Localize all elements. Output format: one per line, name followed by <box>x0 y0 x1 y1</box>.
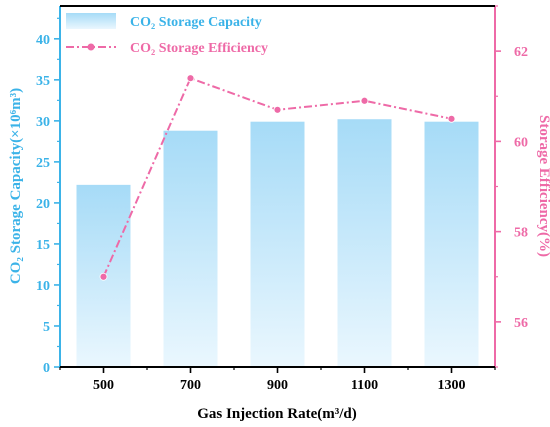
right-tick-label: 62 <box>514 45 528 60</box>
efficiency-point-1100 <box>360 96 369 105</box>
bar-900 <box>250 121 305 368</box>
left-tick-label: 10 <box>36 279 50 294</box>
left-tick-label: 0 <box>43 361 50 376</box>
left-tick-label: 40 <box>36 33 50 48</box>
left-tick-label: 20 <box>36 197 50 212</box>
left-tick-label: 15 <box>36 238 50 253</box>
bar-series <box>76 119 479 368</box>
efficiency-point-900 <box>273 105 282 114</box>
legend-label-line: CO₂ Storage Efficiency <box>130 41 268 56</box>
category-label: 500 <box>93 378 114 393</box>
legend-marker-line <box>87 43 95 51</box>
category-label: 1300 <box>438 378 466 393</box>
left-tick-label: 30 <box>36 115 50 130</box>
efficiency-point-500 <box>99 272 108 281</box>
bar-1300 <box>424 121 479 368</box>
legend-swatch-bars <box>66 13 116 29</box>
axes: 0 5 10 15 20 25 30 35 40 56 58 60 62 500 700 900 1100 130… <box>36 5 528 393</box>
left-tick-label: 5 <box>43 320 50 335</box>
bar-1100 <box>337 119 392 368</box>
left-tick-label: 25 <box>36 156 50 171</box>
category-label: 700 <box>180 378 201 393</box>
right-axis-title: Storage Efficiency(%) <box>536 115 550 257</box>
left-axis-title: CO₂ Storage Capacity(×10⁶m³) <box>8 88 24 284</box>
line-series <box>99 74 456 281</box>
legend-label-bars: CO₂ Storage Capacity <box>130 15 262 30</box>
efficiency-point-700 <box>186 74 195 83</box>
bar-700 <box>163 130 218 367</box>
right-tick-label: 56 <box>514 316 528 331</box>
efficiency-point-1300 <box>447 114 456 123</box>
left-tick-label: 35 <box>36 74 50 89</box>
axis-titles: Gas Injection Rate(m³/d) CO₂ Storage Capa… <box>8 88 550 422</box>
right-tick-label: 58 <box>514 226 528 241</box>
right-tick-label: 60 <box>514 135 528 150</box>
x-axis-title: Gas Injection Rate(m³/d) <box>197 406 356 422</box>
category-label: 1100 <box>351 378 378 393</box>
legend: CO₂ Storage Capacity CO₂ Storage Efficien… <box>66 13 268 56</box>
category-label: 900 <box>267 378 288 393</box>
